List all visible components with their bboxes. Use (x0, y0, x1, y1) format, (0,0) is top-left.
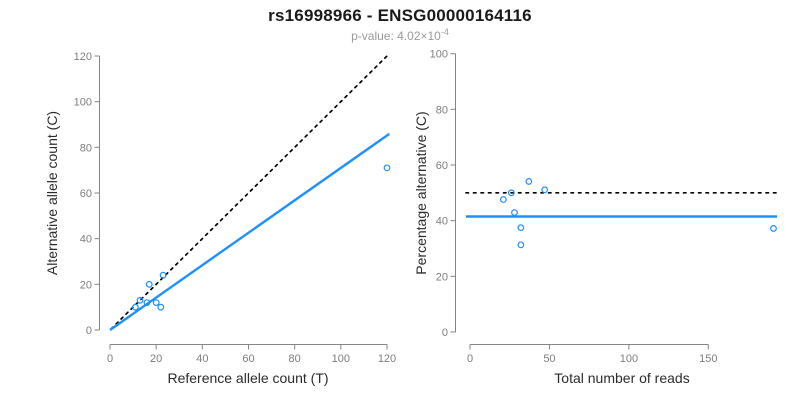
right-scatter-plot: 0 20 40 60 80 100 0 50 100 150 Total number of rea… (413, 49, 778, 386)
y-axis-tick-label: 60 (80, 188, 92, 200)
data-point (541, 186, 549, 194)
y-axis-tick-label: 20 (436, 271, 448, 283)
y-axis-tick-label: 100 (430, 49, 448, 61)
x-axis-tick-label: 50 (543, 353, 555, 365)
x-axis-tick-label: 60 (242, 353, 254, 365)
x-axis-label: Total number of reads (554, 370, 689, 386)
data-point (499, 196, 507, 203)
data-point (136, 296, 144, 304)
x-axis-tick-label: 0 (107, 353, 113, 365)
x-axis-tick-label: 20 (150, 353, 162, 365)
chart-title: rs16998966 - ENSG00000164116 (268, 6, 532, 25)
y-axis-label: Alternative allele count (C) (44, 111, 60, 275)
chart-subtitle: p-value: 4.02×10-4 (0, 27, 800, 43)
x-axis-tick-label: 40 (196, 353, 208, 365)
data-point (157, 303, 165, 311)
y-axis-label: Percentage alternative (C) (413, 111, 429, 274)
x-axis-tick-label: 120 (378, 353, 396, 365)
identity-reference-line (110, 55, 388, 330)
data-point (383, 164, 391, 172)
data-point (507, 189, 515, 197)
data-point (517, 224, 525, 232)
left-scatter-plot: 0 20 40 60 80 100 120 0 20 40 60 80 100 120 Reference … (44, 51, 396, 386)
x-axis-tick-label: 100 (332, 353, 350, 365)
data-point (517, 241, 525, 249)
data-point (770, 225, 777, 232)
x-axis-label: Reference allele count (T) (167, 370, 328, 386)
y-axis-tick-label: 40 (436, 216, 448, 228)
data-point (143, 299, 151, 307)
y-axis-tick-label: 0 (442, 327, 448, 339)
data-point (145, 280, 153, 288)
y-axis-tick-label: 80 (436, 104, 448, 116)
chart-header: rs16998966 - ENSG00000164116 p-value: 4.… (0, 0, 800, 43)
p-value-exponent: -4 (440, 27, 449, 37)
p-value-text: p-value: 4.02×10 (351, 29, 441, 43)
data-point (525, 178, 533, 185)
x-axis-tick-label: 150 (699, 353, 717, 365)
regression-fit-line (109, 132, 390, 331)
y-axis-tick-label: 0 (86, 325, 92, 337)
data-point (511, 209, 518, 216)
y-axis-tick-label: 80 (80, 142, 92, 154)
y-axis-tick-label: 40 (80, 234, 92, 246)
x-axis-tick-label: 80 (289, 353, 301, 365)
x-axis-tick-label: 0 (467, 353, 473, 365)
data-point (152, 299, 160, 307)
data-point (131, 303, 139, 311)
y-axis-tick-label: 100 (74, 97, 92, 109)
data-point (159, 271, 167, 279)
x-axis-tick-label: 100 (620, 353, 638, 365)
y-axis-tick-label: 60 (436, 160, 448, 172)
y-axis-tick-label: 120 (74, 51, 92, 63)
y-axis-tick-label: 20 (80, 279, 92, 291)
